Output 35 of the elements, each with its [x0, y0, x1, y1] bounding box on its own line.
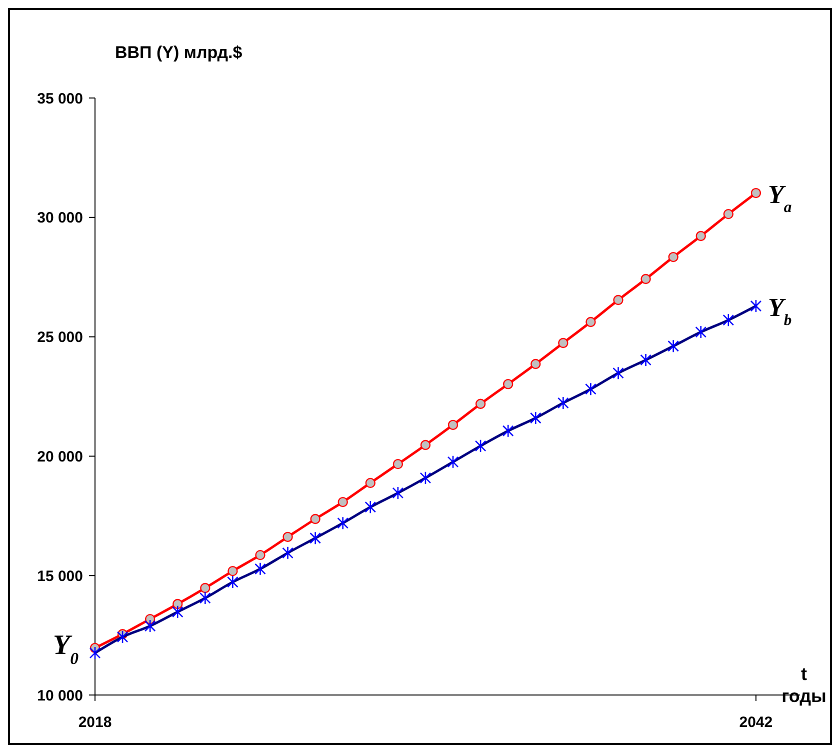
point: [172, 598, 183, 610]
series-label: Y$_{b}$: [768, 292, 792, 328]
point: [392, 458, 404, 470]
point: [448, 420, 458, 430]
point: [228, 566, 238, 576]
point: [365, 478, 376, 488]
y-tick-label: 15 000: [37, 568, 83, 585]
y-tick-label: 25 000: [37, 329, 83, 346]
y-axis-title: ВВП (Y) млрд.$: [115, 43, 243, 62]
y-tick-label: 35 000: [37, 90, 83, 108]
point: [558, 338, 568, 348]
point: [640, 274, 651, 284]
series-label: Y$_{a}$: [768, 180, 792, 216]
annotation: Y$_{0}$: [53, 630, 80, 668]
point: [502, 378, 514, 390]
y-tick-label: 30 000: [37, 210, 83, 227]
x-tick-label: 2018: [78, 714, 112, 731]
point: [530, 358, 541, 370]
point: [723, 208, 734, 220]
point: [338, 496, 348, 508]
point: [420, 440, 431, 450]
point: [200, 582, 210, 594]
point: [586, 316, 596, 328]
point: [696, 230, 706, 242]
point: [750, 188, 762, 198]
y-tick-label: 10 000: [37, 687, 83, 704]
point: [668, 252, 678, 262]
point: [282, 532, 293, 542]
point: [255, 550, 266, 560]
point: [475, 398, 486, 410]
point: [310, 514, 320, 524]
x-axis-title: t годы: [782, 664, 826, 706]
x-tick-label: 2042: [739, 714, 773, 731]
y-tick-label: 20 000: [37, 448, 83, 466]
point: [613, 294, 624, 306]
